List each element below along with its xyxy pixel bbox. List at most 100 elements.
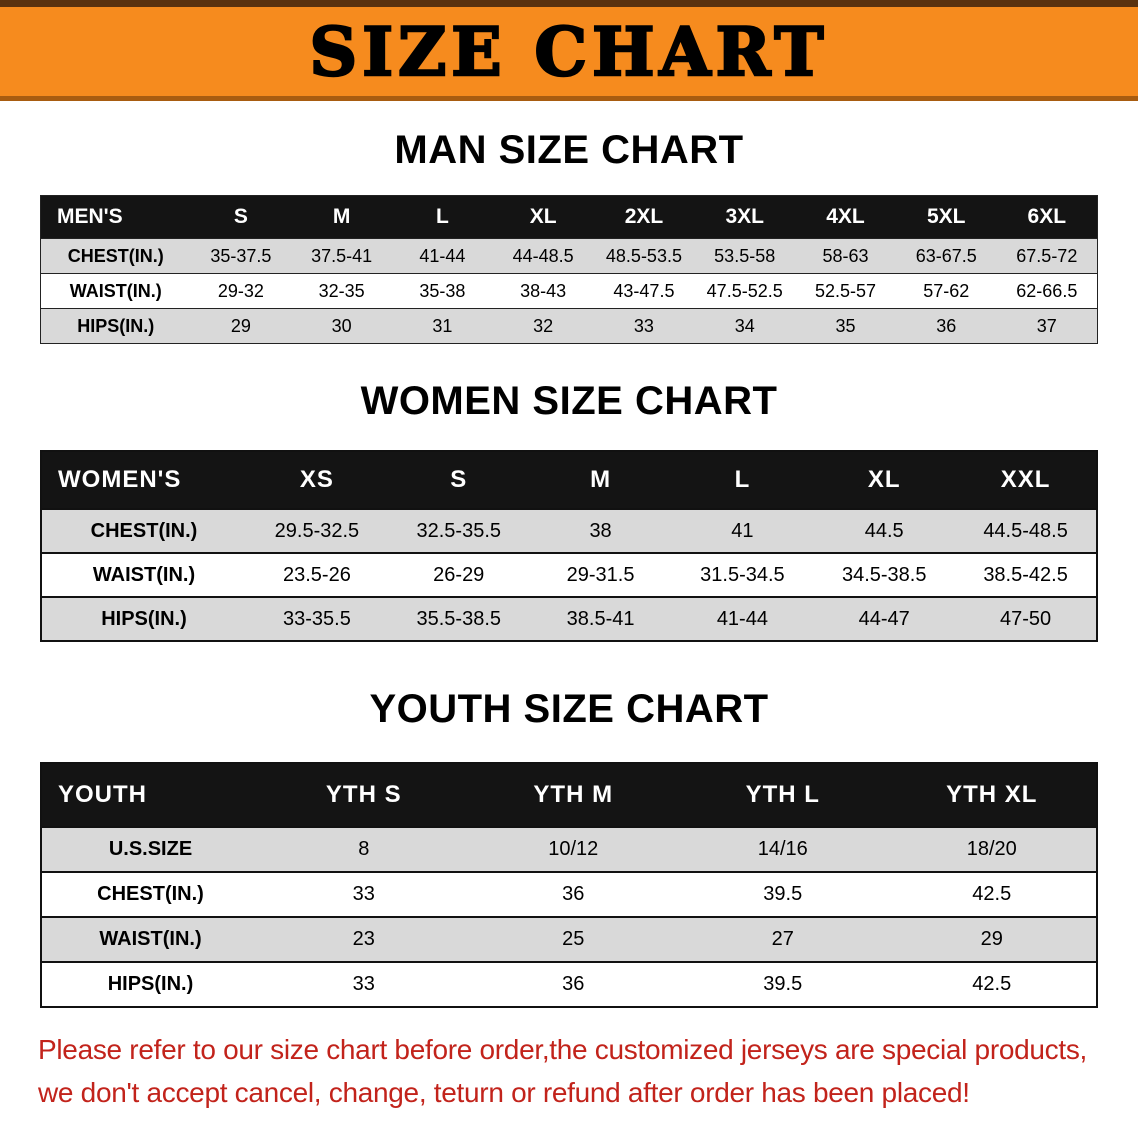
disclaimer-note: Please refer to our size chart before or… [38,1028,1100,1115]
value-cell: 36 [562,883,585,905]
men-section-heading: MAN SIZE CHART [394,128,744,172]
page-title: SIZE CHART [308,12,829,91]
measurement-row: WAIST(IN.) 23.5-26 26-29 29-31.5 31.5-34.5 34… [41,553,1097,597]
row-label-cell: WAIST(IN.) [99,928,202,950]
value-cell: 44.5 [864,519,904,542]
size-column-header: S [387,451,530,509]
measurement-row: CHEST(IN.) 35-37.5 37.5-41 41-44 44-48.5 48.5… [40,238,1098,274]
value-cell: 35-37.5 [210,245,272,266]
value-cell: 41-44 [716,607,768,630]
table-header-row: MEN'S S M L XL 2XL 3XL 4XL 5XL 6XL [40,195,1098,239]
size-column-header: M [291,195,393,239]
value-cell: 23 [352,928,375,950]
value-cell: 34 [734,315,755,336]
size-column-header: 2XL [593,195,695,239]
value-cell: 29-31.5 [566,563,635,586]
value-cell: 37.5-41 [311,245,373,266]
value-cell: 29 [230,315,251,336]
size-column-header: YTH S [259,763,469,827]
size-column-header: S [190,195,292,239]
value-cell: 25 [562,928,585,950]
value-cell: 18/20 [966,838,1017,860]
value-cell: 29 [980,928,1003,950]
table-header-row: WOMEN'S XS S M L XL XXL [41,451,1097,509]
value-cell: 30 [331,315,352,336]
value-cell: 32.5-35.5 [416,519,501,542]
value-cell: 38 [589,519,612,542]
size-column-header: YTH XL [887,763,1097,827]
size-column-header: 3XL [694,195,796,239]
size-column-header: L [392,195,493,239]
value-cell: 31 [432,315,453,336]
value-cell: 32 [533,315,554,336]
row-label-cell: CHEST(IN.) [97,883,204,905]
value-cell: 38-43 [520,280,567,301]
value-cell: 47-50 [999,607,1052,630]
table-title-cell: YOUTH [41,763,259,827]
value-cell: 38.5-42.5 [983,563,1068,586]
banner: SIZE CHART [0,0,1138,101]
value-cell: 32-35 [318,280,365,301]
value-cell: 34.5-38.5 [841,563,927,586]
size-column-header: XL [492,195,594,239]
value-cell: 39.5 [763,973,803,995]
size-column-header: XS [246,451,388,509]
size-column-header: L [671,451,814,509]
value-cell: 26-29 [433,563,485,586]
women-section-heading: WOMEN SIZE CHART [360,379,778,423]
men-size-table: MEN'S S M L XL 2XL 3XL 4XL 5XL 6XL CHEST(IN.) 35-37… [40,195,1098,344]
row-label-cell: CHEST(IN.) [67,245,164,266]
youth-size-table: YOUTH YTH S YTH M YTH L YTH XL U.S.SIZE 8 10/12… [40,762,1098,1008]
value-cell: 63-67.5 [915,245,977,266]
row-label-cell: U.S.SIZE [108,838,193,860]
value-cell: 42.5 [972,973,1012,995]
value-cell: 29.5-32.5 [274,519,360,542]
youth-section-heading: YOUTH SIZE CHART [369,687,769,731]
row-label-cell: HIPS(IN.) [101,607,187,630]
measurement-row: CHEST(IN.) 29.5-32.5 32.5-35.5 38 41 44.5 44.5… [41,509,1097,553]
value-cell: 52.5-57 [814,280,876,301]
value-cell: 44.5-48.5 [983,519,1068,542]
men-section: MAN SIZE CHART MEN'S S M L XL 2XL 3XL 4XL 5XL 6XL… [0,127,1138,344]
row-label-cell: WAIST(IN.) [92,563,196,586]
women-section: WOMEN SIZE CHART WOMEN'S XS S M L XL XXL CHEST(… [0,378,1138,642]
measurement-row: HIPS(IN.) 33-35.5 35.5-38.5 38.5-41 41-44 44-… [41,597,1097,641]
measurement-row: HIPS(IN.) 29 30 31 32 33 34 35 36 37 [40,308,1098,344]
size-column-header: 4XL [795,195,896,239]
value-cell: 33 [633,315,654,336]
value-cell: 36 [936,315,957,336]
value-cell: 33 [352,883,375,905]
value-cell: 47.5-52.5 [706,280,783,301]
disclaimer-line-2: we don't accept cancel, change, teturn o… [38,1077,970,1109]
size-column-header: XXL [955,451,1097,509]
value-cell: 14/16 [757,838,808,860]
value-cell: 41 [731,519,754,542]
measurement-row: CHEST(IN.) 33 36 39.5 42.5 [41,872,1097,917]
value-cell: 10/12 [548,838,599,860]
value-cell: 23.5-26 [282,563,351,586]
value-cell: 53.5-58 [714,245,776,266]
value-cell: 35 [835,315,856,336]
row-label-cell: HIPS(IN.) [107,973,194,995]
size-column-header: XL [813,451,956,509]
row-label-cell: HIPS(IN.) [77,315,155,336]
value-cell: 67.5-72 [1016,245,1078,266]
value-cell: 42.5 [972,883,1012,905]
size-column-header: M [529,451,672,509]
value-cell: 41-44 [419,245,466,266]
row-label-cell: CHEST(IN.) [90,519,198,542]
value-cell: 37 [1036,315,1057,336]
value-cell: 8 [358,838,370,860]
measurement-row: HIPS(IN.) 33 36 39.5 42.5 [41,962,1097,1007]
value-cell: 33 [352,973,375,995]
table-title-cell: WOMEN'S [41,451,246,509]
value-cell: 27 [771,928,794,950]
value-cell: 44-47 [858,607,910,630]
value-cell: 29-32 [217,280,264,301]
measurement-row: WAIST(IN.) 23 25 27 29 [41,917,1097,962]
value-cell: 35.5-38.5 [416,607,501,630]
table-header-row: YOUTH YTH S YTH M YTH L YTH XL [41,763,1097,827]
value-cell: 57-62 [923,280,970,301]
measurement-row: WAIST(IN.) 29-32 32-35 35-38 38-43 43-47.5 47.… [40,273,1098,309]
